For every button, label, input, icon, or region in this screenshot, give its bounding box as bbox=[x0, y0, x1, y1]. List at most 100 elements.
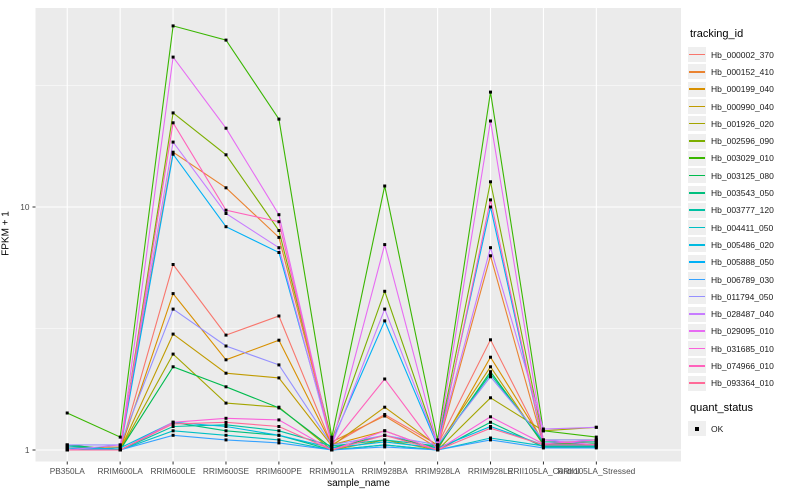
data-point bbox=[489, 436, 492, 440]
data-point bbox=[118, 448, 122, 452]
data-point bbox=[383, 184, 387, 188]
legend-item-Hb_028487_040: Hb_028487_040 bbox=[688, 305, 800, 322]
legend-item-Hb_031685_010: Hb_031685_010 bbox=[688, 340, 800, 357]
quant-status-legend-item: OK bbox=[688, 420, 800, 437]
legend-key-line-icon bbox=[688, 254, 706, 270]
legend-item-label: Hb_031685_010 bbox=[711, 343, 774, 354]
legend-color-line bbox=[689, 261, 705, 263]
data-point bbox=[594, 446, 598, 450]
legend-key-line-icon bbox=[688, 116, 706, 132]
x-axis-title: sample_name bbox=[327, 478, 390, 489]
data-point bbox=[171, 307, 175, 311]
data-point bbox=[541, 429, 545, 433]
data-point bbox=[224, 344, 228, 348]
data-point bbox=[65, 443, 69, 447]
legend-color-line bbox=[689, 347, 705, 350]
legend-item-label: Hb_003029_010 bbox=[711, 153, 774, 164]
legend-item-label: Hb_000990_040 bbox=[711, 101, 774, 112]
data-point bbox=[171, 263, 175, 266]
data-point bbox=[541, 443, 545, 447]
legend-item-Hb_000199_040: Hb_000199_040 bbox=[688, 81, 800, 98]
data-point bbox=[594, 440, 598, 444]
data-point bbox=[489, 90, 492, 94]
legend-item-label: Hb_004411_050 bbox=[711, 222, 774, 233]
data-point bbox=[277, 338, 281, 342]
legend-item-Hb_005486_020: Hb_005486_020 bbox=[688, 236, 800, 253]
data-point bbox=[489, 425, 492, 428]
data-point bbox=[489, 205, 492, 209]
data-point bbox=[594, 425, 598, 429]
data-point bbox=[383, 307, 387, 311]
data-point bbox=[383, 377, 387, 381]
data-point bbox=[277, 441, 281, 445]
legend-item-Hb_093364_010: Hb_093364_010 bbox=[688, 375, 800, 392]
data-point bbox=[489, 370, 492, 374]
data-point bbox=[277, 213, 281, 217]
y-tick-label: 1 bbox=[25, 445, 30, 455]
legend-key-line-icon bbox=[688, 306, 706, 322]
legend-color-line bbox=[689, 313, 705, 315]
data-point bbox=[383, 433, 387, 437]
legend-color-line bbox=[689, 70, 705, 73]
data-point bbox=[118, 443, 122, 447]
legend-color-line bbox=[689, 192, 705, 194]
legend-key-line-icon bbox=[688, 168, 706, 184]
quant-status-legend: quant_status OK bbox=[688, 402, 800, 437]
data-point bbox=[277, 117, 281, 121]
data-point bbox=[171, 55, 175, 59]
tracking-id-legend: tracking_id Hb_000002_370 Hb_000152_410 Hb… bbox=[688, 28, 800, 392]
data-point bbox=[489, 420, 492, 424]
data-point bbox=[541, 438, 545, 442]
data-point bbox=[224, 416, 228, 420]
legend-item-Hb_000152_410: Hb_000152_410 bbox=[688, 63, 800, 80]
legend-key-line-icon bbox=[688, 99, 706, 115]
x-tick-label: RRIM600LE bbox=[150, 466, 196, 476]
data-point bbox=[489, 438, 492, 442]
legend-item-Hb_003125_080: Hb_003125_080 bbox=[688, 167, 800, 184]
data-point bbox=[489, 338, 492, 342]
data-point bbox=[224, 38, 228, 42]
data-point bbox=[383, 319, 387, 323]
legend-item-label: Hb_000152_410 bbox=[711, 66, 774, 77]
legend-item-label: Hb_006789_030 bbox=[711, 274, 774, 285]
data-point bbox=[277, 433, 281, 437]
data-point bbox=[436, 438, 440, 442]
legend-item-label: Hb_002596_090 bbox=[711, 136, 774, 147]
data-point bbox=[277, 246, 281, 250]
legend-item-Hb_003777_120: Hb_003777_120 bbox=[688, 202, 800, 219]
data-point bbox=[277, 438, 281, 442]
legend-item-Hb_001926_020: Hb_001926_020 bbox=[688, 115, 800, 132]
legend-color-line bbox=[689, 382, 705, 384]
legend-item-Hb_003029_010: Hb_003029_010 bbox=[688, 150, 800, 167]
legend-color-line bbox=[689, 209, 705, 211]
data-point bbox=[489, 375, 492, 379]
quant-status-legend-key bbox=[688, 421, 706, 437]
legend-item-label: Hb_028487_040 bbox=[711, 309, 774, 320]
legend-key-line-icon bbox=[688, 272, 706, 287]
legend-item-label: Hb_093364_010 bbox=[711, 378, 774, 389]
legend-key-line-icon bbox=[688, 150, 706, 166]
legend-key-line-icon bbox=[688, 202, 706, 218]
x-tick-label: RRIM600SE bbox=[203, 466, 250, 476]
legend-item-label: Hb_003125_080 bbox=[711, 170, 774, 181]
x-tick-label: RRII105LA_Control bbox=[507, 466, 579, 476]
y-axis-title: FPKM + 1 bbox=[0, 211, 12, 256]
data-point bbox=[383, 445, 387, 449]
data-point bbox=[489, 415, 492, 419]
data-point bbox=[489, 180, 492, 184]
black-square-marker-icon bbox=[695, 427, 699, 432]
tracking-id-legend-items: Hb_000002_370 Hb_000152_410 Hb_000199_040 H… bbox=[688, 46, 800, 392]
data-point bbox=[594, 438, 598, 442]
legend-key-line-icon bbox=[688, 289, 706, 305]
legend-item-label: Hb_074966_010 bbox=[711, 360, 774, 371]
data-point bbox=[224, 208, 228, 212]
data-point bbox=[383, 289, 387, 293]
data-point bbox=[541, 427, 545, 431]
legend-item-Hb_000990_040: Hb_000990_040 bbox=[688, 98, 800, 115]
data-point bbox=[383, 429, 387, 433]
data-point bbox=[489, 365, 492, 369]
data-point bbox=[436, 443, 440, 447]
legend-item-Hb_003543_050: Hb_003543_050 bbox=[688, 184, 800, 201]
